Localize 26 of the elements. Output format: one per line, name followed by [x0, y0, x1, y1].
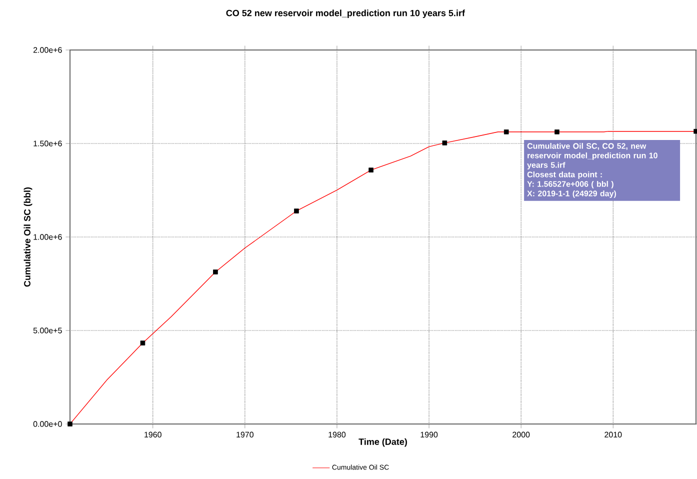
point — [368, 168, 374, 172]
chart-title: CO 52 new reservoir model_prediction run 10 years 5.irf — [226, 10, 465, 18]
point — [442, 140, 448, 146]
y-tick-label: 2.00e+6 — [33, 47, 62, 53]
x-tick-label: 1960 — [144, 432, 162, 438]
point — [213, 270, 218, 274]
point — [140, 340, 146, 346]
x-tick-label: 2010 — [604, 432, 622, 438]
y-tick-label: 1.50e+6 — [34, 140, 62, 146]
y-tick-label: 0.00e+0 — [33, 421, 62, 427]
point — [554, 130, 560, 134]
x-tick-label: 1990 — [420, 432, 438, 438]
x-tick-label: 1980 — [328, 432, 346, 438]
annotation: Closest data point : — [527, 171, 602, 179]
x-axis-title: Time (Date) — [358, 438, 407, 447]
point — [294, 208, 299, 214]
x-tick-label: 1970 — [236, 432, 254, 438]
annotation: Y: 1.56527e+006 ( bbl ) — [527, 180, 614, 188]
y-tick-label: 5.00e+5 — [33, 328, 62, 334]
annotation: Cumulative Oil SC, CO 52, new reservoir model_prediction run 10 years 5.irf — [527, 142, 658, 170]
y-tick-label: 1.00e+6 — [34, 234, 62, 240]
annotation: X: 2019-1-1 (24929 day) — [527, 190, 616, 198]
x-tick-label: 2000 — [512, 432, 530, 438]
point — [68, 422, 72, 426]
point — [504, 130, 509, 134]
y-axis-title: Cumulative Oil SC (bbl) — [24, 187, 32, 287]
